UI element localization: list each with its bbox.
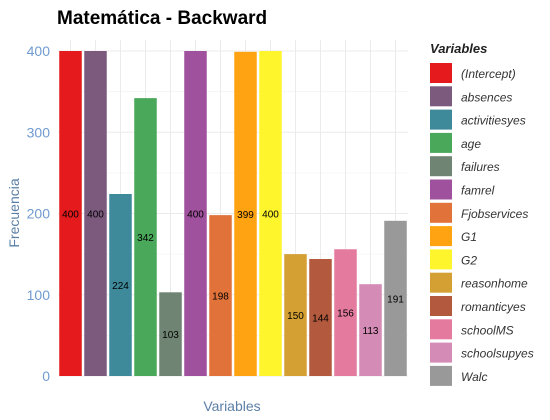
legend-swatch bbox=[430, 272, 452, 293]
legend-label: schoolMS bbox=[461, 323, 514, 337]
x-axis-title: Variables bbox=[203, 398, 260, 414]
legend-label: (Intercept) bbox=[461, 67, 516, 81]
bar-value-label: 156 bbox=[337, 309, 354, 320]
legend: (Intercept) absences activitiesyes age failu… bbox=[430, 63, 534, 386]
legend-label: Fjobservices bbox=[461, 207, 528, 221]
legend-swatch bbox=[430, 179, 452, 200]
bar-g2 bbox=[259, 51, 282, 376]
y-tick-label: 100 bbox=[27, 287, 51, 303]
bar-value-label: 191 bbox=[387, 294, 404, 305]
chart-title: Matemática - Backward bbox=[57, 8, 267, 29]
legend-swatch bbox=[430, 342, 452, 363]
legend-swatch bbox=[430, 63, 452, 83]
legend-swatch bbox=[430, 365, 452, 386]
bar-age bbox=[134, 98, 157, 376]
legend-swatch bbox=[430, 249, 452, 270]
bar-value-label: 224 bbox=[112, 281, 129, 292]
legend-swatch bbox=[430, 296, 452, 316]
bar-activitiesyes bbox=[109, 194, 132, 376]
bar-intercept bbox=[59, 51, 82, 376]
bar-value-label: 400 bbox=[187, 210, 204, 221]
legend-label: age bbox=[461, 137, 481, 151]
legend-swatch bbox=[430, 109, 452, 130]
bar-schoolms bbox=[334, 249, 357, 376]
bar-value-label: 400 bbox=[87, 210, 104, 221]
legend-swatch bbox=[430, 226, 452, 247]
bar-fjobservices bbox=[209, 215, 232, 376]
y-axis-title: Frecuencia bbox=[6, 178, 22, 247]
legend-label: romanticyes bbox=[461, 300, 526, 314]
y-tick-label: 0 bbox=[42, 368, 50, 384]
bar-schoolsupyes bbox=[359, 284, 382, 376]
bar-labels: 400 400 224 342 103 400 198 399 400 150 144 156 113 1… bbox=[62, 210, 404, 342]
y-axis-ticks: 0 100 200 300 400 bbox=[27, 43, 51, 384]
bar-value-label: 150 bbox=[287, 311, 304, 322]
bar-g1 bbox=[234, 51, 257, 376]
legend-swatch bbox=[430, 156, 452, 177]
bar-value-label: 400 bbox=[62, 210, 79, 221]
bar-walc bbox=[384, 220, 407, 376]
y-tick-label: 200 bbox=[27, 206, 51, 222]
bar-absences bbox=[84, 51, 107, 376]
legend-label: G2 bbox=[461, 253, 477, 267]
legend-label: failures bbox=[461, 160, 500, 174]
legend-swatch bbox=[430, 132, 452, 153]
bar-value-label: 399 bbox=[237, 210, 254, 221]
y-tick-label: 400 bbox=[27, 43, 51, 59]
bar-value-label: 342 bbox=[137, 233, 154, 244]
bar-reasonhome bbox=[284, 254, 307, 376]
legend-title: Variables bbox=[430, 41, 487, 56]
legend-label: absences bbox=[461, 90, 512, 104]
bar-value-label: 400 bbox=[262, 210, 279, 221]
legend-label: G1 bbox=[461, 230, 477, 244]
bar-failures bbox=[159, 292, 182, 376]
bar-value-label: 144 bbox=[312, 314, 329, 325]
bar-famrel bbox=[184, 51, 207, 376]
legend-swatch bbox=[430, 86, 452, 107]
legend-label: reasonhome bbox=[461, 277, 528, 291]
bar-value-label: 198 bbox=[212, 292, 229, 303]
bar-romanticyes bbox=[309, 259, 332, 376]
legend-swatch bbox=[430, 202, 452, 223]
legend-swatch bbox=[430, 319, 452, 340]
y-tick-label: 300 bbox=[27, 124, 51, 140]
bars bbox=[59, 51, 407, 376]
legend-label: Walc bbox=[461, 370, 487, 384]
legend-label: schoolsupyes bbox=[461, 347, 534, 361]
legend-label: famrel bbox=[461, 184, 495, 198]
bar-value-label: 113 bbox=[363, 326, 379, 337]
legend-label: activitiesyes bbox=[461, 114, 526, 128]
bar-value-label: 103 bbox=[162, 330, 179, 341]
